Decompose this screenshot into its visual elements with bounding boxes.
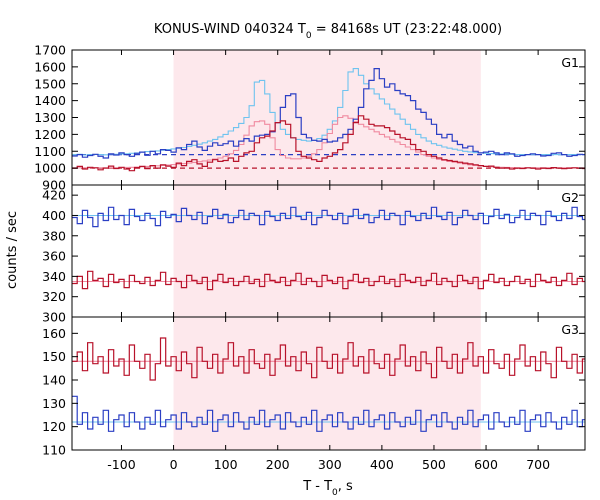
chart-title: KONUS-WIND 040324 T0 = 84168s UT (23:22:… [154, 22, 502, 41]
y-tick-label: 1300 [34, 110, 66, 125]
y-tick-label: 120 [42, 419, 66, 434]
y-tick-label: 360 [42, 249, 66, 264]
y-tick-label: 130 [42, 396, 66, 411]
panel-plot-area [72, 68, 585, 172]
y-tick-label: 900 [42, 178, 66, 193]
x-tick-label: 0 [170, 457, 178, 472]
y-tick-label: 1000 [34, 161, 66, 176]
y-tick-label: 150 [42, 349, 66, 364]
panel-label-g3: G3 [561, 322, 579, 337]
y-tick-label: 400 [42, 208, 66, 223]
y-tick-label: 1500 [34, 76, 66, 91]
series-blue-g1 [72, 68, 585, 159]
y-tick-label: 340 [42, 269, 66, 284]
y-tick-label: 1600 [34, 59, 66, 74]
y-axis-title: counts / sec [5, 211, 20, 289]
panel-label-g1: G1 [561, 55, 579, 70]
y-tick-label: 320 [42, 289, 66, 304]
y-tick-label: 380 [42, 228, 66, 243]
x-tick-label: 100 [214, 457, 238, 472]
x-tick-label: 600 [474, 457, 498, 472]
panel-plot-area [72, 337, 585, 432]
y-tick-label: 140 [42, 373, 66, 388]
series-red-g2 [72, 270, 585, 291]
y-tick-label: 300 [42, 310, 66, 325]
y-tick-label: 1200 [34, 127, 66, 142]
series-red-g3 [72, 337, 585, 381]
highlight-interval [173, 185, 481, 317]
chart-panels: 90010001100120013001400150016001700G1300… [34, 43, 586, 472]
panel-frame [71, 316, 586, 451]
x-tick-label: 200 [266, 457, 290, 472]
y-tick-label: 160 [42, 326, 66, 341]
series-blue-g2 [72, 206, 585, 228]
y-tick-label: 1400 [34, 93, 66, 108]
x-tick-label: -100 [107, 457, 135, 472]
panel-g3: 110 120 130 140 150 160 G3 [42, 316, 586, 458]
highlight-interval [173, 50, 481, 185]
series-red-g1 [72, 115, 585, 172]
y-tick-label: 1100 [34, 144, 66, 159]
x-tick-label: 500 [422, 457, 446, 472]
panel-plot-area [72, 206, 585, 291]
highlight-interval [173, 317, 481, 450]
panel-g2: 300 320 340 360 380 400 420 G2 [42, 184, 586, 325]
x-axis-title: T - T0, s [302, 479, 353, 498]
x-tick-label: 300 [318, 457, 342, 472]
series-blue-g3 [72, 395, 585, 432]
x-tick-label: 400 [370, 457, 394, 472]
x-tick-label: 700 [526, 457, 550, 472]
y-tick-label: 110 [42, 443, 66, 458]
panel-label-g2: G2 [561, 190, 579, 205]
y-tick-label: 420 [42, 188, 66, 203]
y-tick-label: 1700 [34, 43, 66, 58]
